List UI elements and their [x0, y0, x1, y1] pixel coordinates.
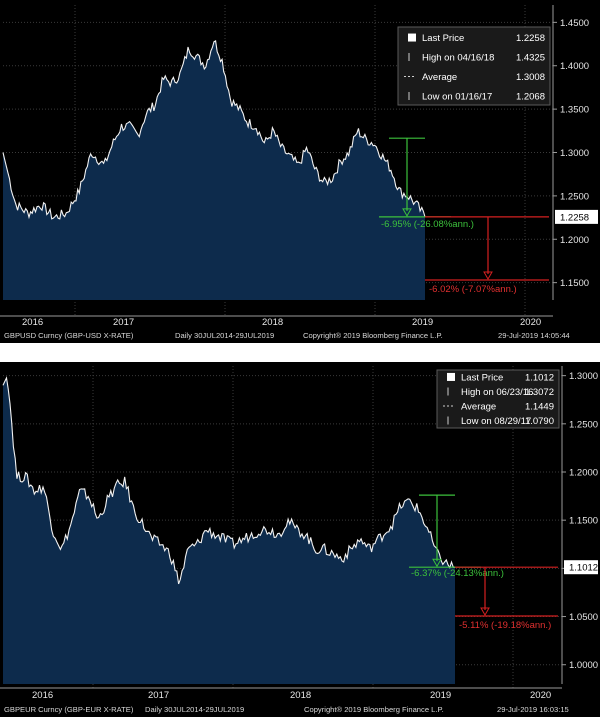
last-price-tag: [555, 209, 598, 224]
legend-last-price-label: Last Price: [422, 33, 464, 44]
price-area-fill: [3, 377, 455, 684]
gbpeur-chart-panel: -6.37% (-24.13%ann.) -5.11% (-19.18%ann.)…: [0, 362, 600, 717]
last-price-tag-label: 1.1012: [569, 563, 598, 574]
legend-last-price-value: 1.1012: [525, 372, 554, 383]
y-tick-label: 1.3000: [560, 148, 589, 159]
x-tick-label: 2019: [412, 317, 433, 328]
gbpusd-chart: -6.95% (-26.08%ann.)-6.02% (-7.07%ann.) …: [0, 5, 600, 343]
x-tick-label: 2020: [530, 690, 551, 701]
legend-box: [436, 369, 560, 429]
green-change-label: -6.95% (-26.08%ann.): [381, 219, 474, 230]
footer-copyright: Copyright® 2019 Bloomberg Finance L.P.: [304, 705, 444, 714]
legend-high-label: High on 04/16/18: [422, 53, 494, 64]
x-tick-label: 2016: [32, 690, 53, 701]
green-arrow: [432, 558, 442, 568]
legend-box: [397, 26, 551, 106]
x-tick-label: 2020: [520, 317, 541, 328]
y-tick-label: 1.3000: [569, 371, 598, 382]
price-line: [2, 376, 456, 585]
legend-high-value: 1.3072: [525, 387, 554, 398]
red-change-label: -5.11% (-19.18%ann.): [459, 620, 551, 631]
y-tick-label: 1.3500: [560, 105, 589, 116]
x-tick-label: 2018: [290, 690, 311, 701]
legend-low-label: Low on 01/16/17: [422, 92, 492, 103]
legend-low-value: 1.0790: [525, 416, 554, 427]
footer-copyright: Copyright® 2019 Bloomberg Finance L.P.: [303, 331, 443, 340]
y-tick-label: 1.2500: [569, 419, 598, 430]
legend-average-value: 1.3008: [516, 72, 545, 83]
footer-timestamp: 29-Jul-2019 14:05:44: [498, 331, 570, 340]
price-area-fill: [3, 40, 425, 301]
footer-ticker: GBPEUR Curncy (GBP-EUR X-RATE): [4, 705, 134, 714]
x-tick-label: 2018: [262, 317, 283, 328]
green-arrow: [402, 208, 412, 217]
y-tick-label: 1.2000: [569, 468, 598, 479]
x-axis-band: [0, 688, 600, 717]
y-tick-label: 1.2000: [560, 235, 589, 246]
legend-last-price-value: 1.2258: [516, 33, 545, 44]
y-tick-label: 1.0500: [569, 612, 598, 623]
legend-average-value: 1.1449: [525, 401, 554, 412]
legend-average-label: Average: [422, 72, 457, 83]
legend-square-icon: [447, 372, 455, 381]
x-tick-label: 2016: [22, 317, 43, 328]
x-axis-band: [0, 316, 600, 343]
last-price-tag-label: 1.2258: [560, 212, 589, 223]
green-change-label: -6.37% (-24.13%ann.): [411, 568, 504, 579]
legend-last-price-label: Last Price: [461, 372, 503, 383]
x-tick-label: 2017: [113, 317, 134, 328]
gbpusd-chart-panel: -6.95% (-26.08%ann.) -6.02% (-7.07%ann.) …: [0, 0, 600, 343]
legend-square-icon: [408, 33, 416, 42]
legend-high-value: 1.4325: [516, 53, 545, 64]
legend-high-label: High on 06/23/16: [461, 387, 533, 398]
footer-ticker: GBPUSD Curncy (GBP-USD X-RATE): [4, 331, 134, 340]
gbpeur-chart: -6.37% (-24.13%ann.) -5.11% (-19.18%ann.)…: [0, 366, 600, 717]
price-line: [2, 40, 426, 220]
legend-low-value: 1.2068: [516, 92, 545, 103]
footer-timestamp: 29-Jul-2019 16:03:15: [497, 705, 569, 714]
legend-average-label: Average: [461, 401, 496, 412]
footer-range: Daily 30JUL2014-29JUL2019: [175, 331, 274, 340]
x-tick-label: 2017: [148, 690, 169, 701]
x-tick-label: 2019: [430, 690, 451, 701]
red-arrow: [483, 271, 493, 281]
red-arrow: [480, 607, 490, 617]
red-change-label: -6.02% (-7.07%ann.): [429, 284, 517, 295]
y-tick-label: 1.2500: [560, 191, 589, 202]
y-tick-label: 1.0000: [569, 660, 598, 671]
legend-low-label: Low on 08/29/17: [461, 416, 531, 427]
y-tick-label: 1.1500: [569, 516, 598, 527]
y-tick-label: 1.1500: [560, 278, 589, 289]
footer-range: Daily 30JUL2014-29JUL2019: [145, 705, 244, 714]
last-price-tag: [564, 560, 598, 575]
y-tick-label: 1.4000: [560, 61, 589, 72]
y-tick-label: 1.4500: [560, 18, 589, 29]
